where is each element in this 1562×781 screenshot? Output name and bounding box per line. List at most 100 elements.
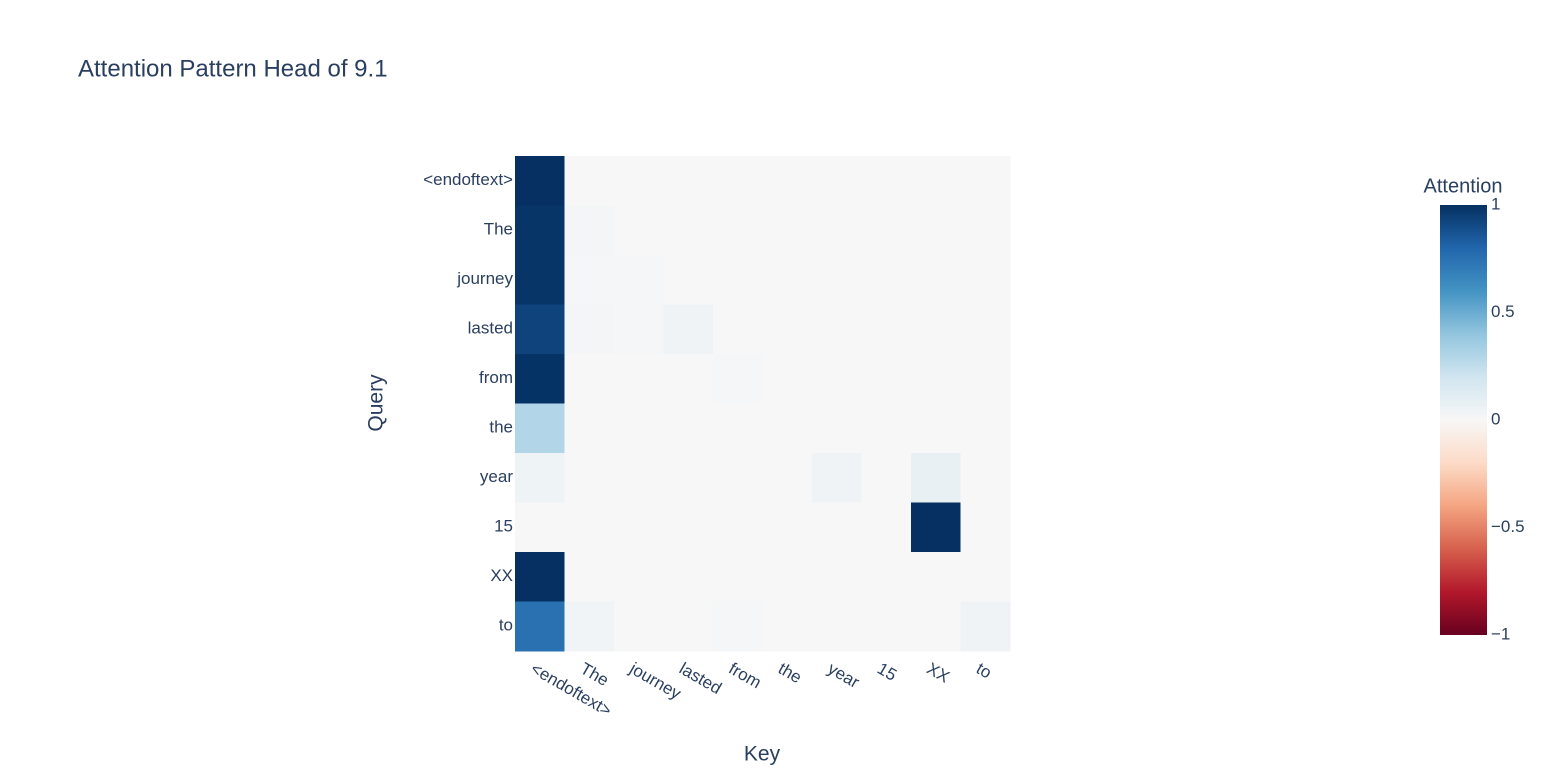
x-tick-label: lasted bbox=[676, 659, 725, 698]
heatmap-cell bbox=[861, 304, 912, 355]
heatmap-cell bbox=[960, 354, 1011, 404]
heatmap-cell bbox=[663, 403, 714, 454]
heatmap-cell bbox=[812, 255, 862, 305]
heatmap-cell bbox=[861, 601, 912, 652]
colorbar-title: Attention bbox=[1424, 175, 1503, 197]
heatmap-cell bbox=[812, 354, 862, 404]
heatmap-cell bbox=[713, 453, 763, 503]
heatmap-cell bbox=[564, 403, 615, 454]
heatmap-cell bbox=[515, 354, 565, 404]
heatmap-cell bbox=[960, 453, 1011, 503]
heatmap-cell bbox=[911, 304, 961, 355]
heatmap-cell bbox=[713, 304, 763, 355]
heatmap-cell bbox=[762, 403, 813, 454]
heatmap-cell bbox=[614, 502, 664, 553]
heatmap-cell bbox=[663, 552, 714, 602]
heatmap-cell bbox=[614, 205, 664, 256]
x-tick-label: to bbox=[973, 659, 995, 683]
heatmap-cell bbox=[911, 403, 961, 454]
heatmap-cell bbox=[911, 354, 961, 404]
heatmap-cell bbox=[713, 354, 763, 404]
heatmap-cell bbox=[515, 205, 565, 256]
heatmap-cell bbox=[515, 403, 565, 454]
heatmap-cell bbox=[663, 354, 714, 404]
x-tick-label: year bbox=[825, 659, 863, 692]
x-tick-label: journey bbox=[626, 658, 685, 703]
heatmap-cell bbox=[564, 304, 615, 355]
heatmap-cell bbox=[713, 205, 763, 256]
chart-title: Attention Pattern Head of 9.1 bbox=[78, 55, 388, 82]
heatmap-cell bbox=[812, 552, 862, 602]
heatmap-cell bbox=[911, 601, 961, 652]
heatmap-cell bbox=[713, 552, 763, 602]
heatmap-cell bbox=[911, 502, 961, 553]
heatmap-cell bbox=[762, 552, 813, 602]
heatmap-cell bbox=[960, 156, 1011, 206]
heatmap-cell bbox=[515, 304, 565, 355]
heatmap-cell bbox=[960, 205, 1011, 256]
heatmap-cell bbox=[861, 502, 912, 553]
heatmap-cell bbox=[812, 453, 862, 503]
heatmap-cell bbox=[762, 502, 813, 553]
heatmap-cell bbox=[663, 502, 714, 553]
heatmap-cell bbox=[762, 601, 813, 652]
heatmap-cell bbox=[663, 304, 714, 355]
heatmap-cell bbox=[812, 156, 862, 206]
heatmap-cell bbox=[861, 255, 912, 305]
heatmap-cell bbox=[614, 354, 664, 404]
x-tick-label: the bbox=[775, 659, 805, 687]
heatmap-cell bbox=[812, 403, 862, 454]
heatmap-cell bbox=[960, 502, 1011, 553]
y-tick-label: from bbox=[479, 368, 513, 387]
y-tick-label: to bbox=[499, 616, 513, 635]
heatmap-cell bbox=[614, 601, 664, 652]
colorbar-tick-label: 0 bbox=[1491, 409, 1500, 428]
heatmap-cell bbox=[762, 304, 813, 355]
heatmap-cell bbox=[911, 453, 961, 503]
heatmap-cell bbox=[911, 255, 961, 305]
heatmap-cell bbox=[614, 156, 664, 206]
y-tick-label: year bbox=[480, 467, 513, 486]
heatmap-cell bbox=[663, 255, 714, 305]
heatmap-cell bbox=[515, 453, 565, 503]
heatmap-cell bbox=[713, 156, 763, 206]
colorbar-tick-label: 1 bbox=[1491, 194, 1500, 213]
y-tick-label: journey bbox=[456, 269, 513, 288]
y-tick-label: lasted bbox=[468, 319, 513, 338]
heatmap-cell bbox=[564, 502, 615, 553]
y-axis-title: Query bbox=[365, 374, 388, 432]
x-tick-label: from bbox=[726, 659, 765, 692]
heatmap-cell bbox=[515, 502, 565, 553]
heatmap-cell bbox=[713, 502, 763, 553]
heatmap-cell bbox=[762, 453, 813, 503]
x-tick-label: XX bbox=[924, 659, 953, 687]
heatmap-cell bbox=[960, 403, 1011, 454]
heatmap-cell bbox=[713, 255, 763, 305]
x-tick-label: 15 bbox=[874, 659, 900, 685]
heatmap-cell bbox=[911, 552, 961, 602]
heatmap-cell bbox=[861, 156, 912, 206]
heatmap-cell bbox=[614, 403, 664, 454]
y-tick-label: XX bbox=[490, 566, 513, 585]
colorbar-tick-label: −1 bbox=[1491, 624, 1510, 643]
heatmap-cell bbox=[515, 255, 565, 305]
heatmap-cell bbox=[663, 601, 714, 652]
heatmap-cell bbox=[663, 453, 714, 503]
heatmap-cell bbox=[861, 552, 912, 602]
colorbar-tick-label: −0.5 bbox=[1491, 517, 1525, 536]
y-tick-label: 15 bbox=[494, 517, 513, 536]
heatmap-cell bbox=[960, 255, 1011, 305]
heatmap-cell bbox=[960, 552, 1011, 602]
heatmap-cell bbox=[614, 304, 664, 355]
heatmap-cell bbox=[861, 403, 912, 454]
heatmap-cell bbox=[614, 552, 664, 602]
heatmap-cell bbox=[762, 255, 813, 305]
heatmap-cell bbox=[960, 601, 1011, 652]
heatmap-cell bbox=[812, 601, 862, 652]
heatmap-cell bbox=[861, 453, 912, 503]
heatmap-cell bbox=[515, 156, 565, 206]
heatmap-cell bbox=[911, 156, 961, 206]
heatmap-cell bbox=[663, 205, 714, 256]
heatmap-cell bbox=[812, 304, 862, 355]
